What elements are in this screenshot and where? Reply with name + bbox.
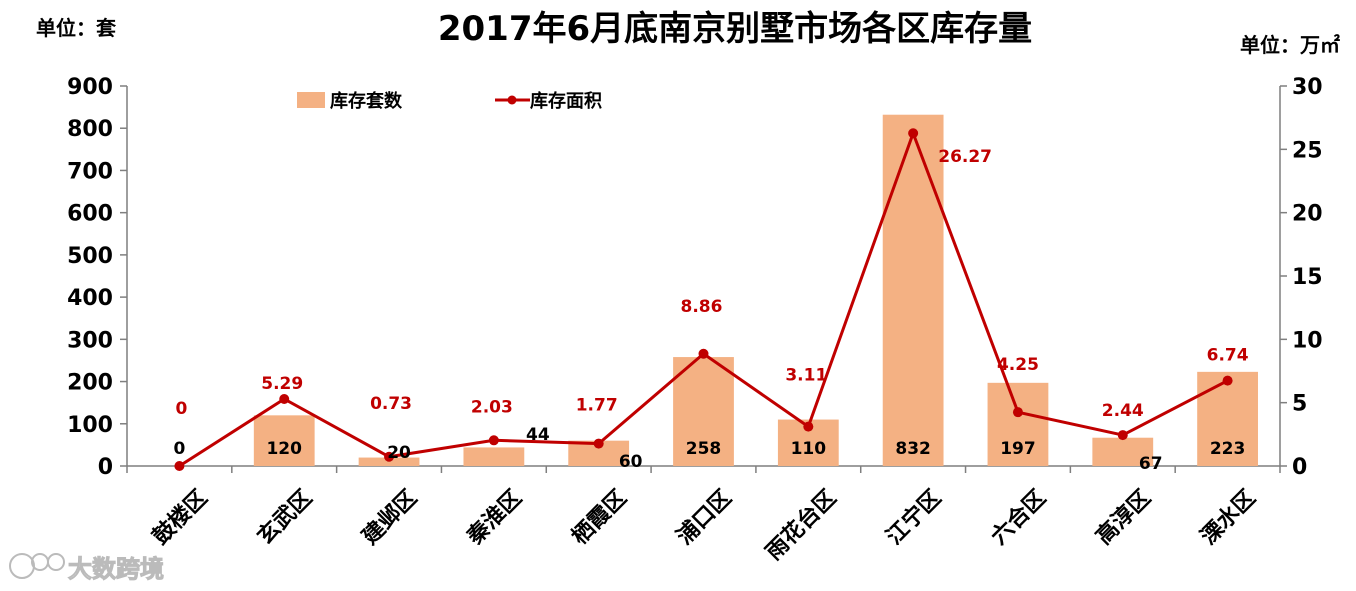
watermark: 大数跨境 — [9, 553, 165, 584]
bar-value-label: 67 — [1139, 454, 1163, 474]
line-value-label: 0.73 — [370, 394, 412, 414]
left-tick-label: 0 — [98, 455, 113, 480]
line-point — [908, 128, 919, 139]
category-label: 玄武区 — [252, 485, 317, 550]
bar-value-label: 110 — [791, 439, 827, 459]
line-value-label: 3.11 — [785, 366, 827, 386]
line-point — [279, 393, 290, 404]
right-tick-label: 10 — [1292, 328, 1323, 353]
right-axis-unit: 单位：万㎡ — [1240, 33, 1340, 57]
line-value-label: 5.29 — [261, 374, 303, 394]
bar-value-label: 832 — [895, 439, 931, 459]
bar-value-label: 44 — [526, 425, 550, 445]
right-tick-label: 15 — [1292, 265, 1323, 290]
bar-value-label: 0 — [173, 439, 185, 459]
category-label: 高淳区 — [1091, 485, 1156, 550]
line-value-label: 1.77 — [576, 396, 618, 416]
category-label: 雨花台区 — [761, 485, 842, 566]
line-point — [1222, 375, 1233, 386]
bar-value-label: 258 — [686, 439, 722, 459]
line-point — [593, 438, 604, 449]
line-value-label: 0 — [175, 399, 187, 419]
axes: 0100200300400500600700800900051015202530… — [67, 75, 1323, 565]
line-point — [384, 451, 395, 462]
left-tick-label: 300 — [67, 328, 113, 353]
category-label: 浦口区 — [672, 485, 737, 550]
bar — [1092, 437, 1154, 466]
logo-icon — [9, 553, 65, 579]
bar-value-label: 20 — [387, 443, 411, 463]
line-value-label: 8.86 — [681, 297, 723, 317]
bar — [882, 114, 944, 466]
bar-value-label: 60 — [619, 452, 643, 472]
bar — [673, 357, 734, 466]
line-value-label: 2.03 — [471, 397, 513, 417]
bar — [253, 415, 315, 466]
line-point — [1117, 430, 1128, 441]
line-point — [698, 348, 709, 359]
line-point — [803, 421, 814, 432]
line-value-label: 26.27 — [938, 147, 992, 167]
bar-value-label: 120 — [266, 439, 302, 459]
bar-series — [253, 114, 1258, 466]
category-label: 鼓楼区 — [148, 485, 212, 549]
right-tick-label: 5 — [1292, 392, 1307, 417]
left-tick-label: 200 — [67, 371, 113, 396]
category-label: 江宁区 — [881, 485, 946, 550]
line-series — [174, 128, 1233, 471]
right-tick-label: 20 — [1292, 202, 1323, 227]
line-point — [1012, 407, 1023, 418]
left-tick-label: 900 — [67, 75, 113, 100]
line-value-label: 2.44 — [1102, 401, 1144, 421]
bar — [987, 382, 1049, 466]
data-labels: 0 120 20 44 60 258 110 832 197 67 223 0 5.29 0.73 2.03… — [173, 147, 1248, 474]
category-label: 建邺区 — [358, 485, 422, 549]
right-tick-label: 25 — [1292, 138, 1323, 163]
line-point — [174, 461, 185, 471]
legend: 库存套数 库存面积 — [297, 90, 602, 112]
left-tick-label: 600 — [67, 202, 113, 227]
category-label: 六合区 — [986, 485, 1051, 550]
right-tick-label: 0 — [1292, 455, 1307, 480]
line-value-label: 4.25 — [997, 355, 1039, 375]
legend-line-marker — [507, 95, 517, 105]
line-point — [488, 435, 499, 446]
right-tick-label: 30 — [1292, 75, 1323, 100]
legend-bar-swatch — [297, 92, 325, 108]
bar — [1197, 371, 1258, 466]
legend-line-label: 库存面积 — [530, 90, 602, 112]
legend-bar-label: 库存套数 — [330, 90, 403, 112]
bar — [358, 457, 420, 466]
left-tick-label: 800 — [67, 117, 113, 142]
left-tick-label: 500 — [67, 244, 113, 269]
left-tick-label: 100 — [67, 413, 113, 438]
category-label: 秦淮区 — [462, 485, 527, 550]
left-tick-label: 400 — [67, 286, 113, 311]
chart-title: 2017年6月底南京别墅市场各区库存量 — [438, 9, 1032, 49]
bar — [463, 447, 525, 466]
line-value-label: 6.74 — [1207, 346, 1249, 366]
bar-value-label: 197 — [1000, 439, 1036, 459]
left-tick-label: 700 — [67, 159, 113, 184]
left-axis-unit: 单位：套 — [36, 16, 116, 40]
category-label: 溧水区 — [1196, 485, 1260, 549]
bar-value-label: 223 — [1210, 439, 1246, 459]
watermark-text: 大数跨境 — [68, 555, 164, 583]
category-label: 栖霞区 — [567, 485, 631, 549]
